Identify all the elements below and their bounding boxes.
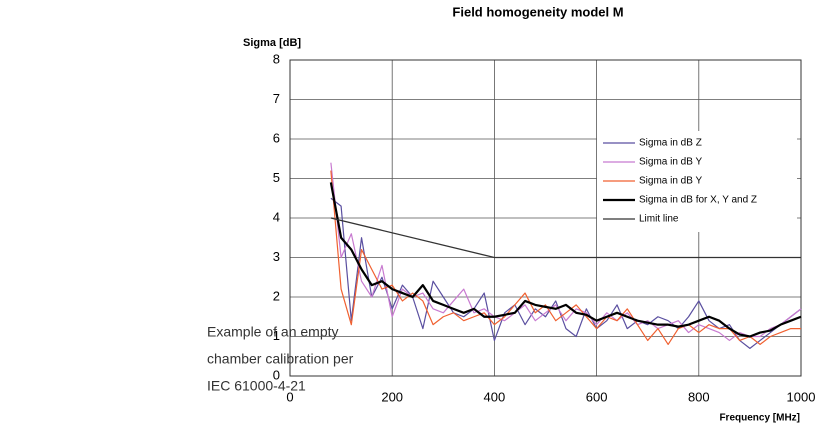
x-tick-label: 800 — [688, 389, 710, 404]
caption-line: IEC 61000-4-21 — [207, 378, 306, 394]
caption-line: Example of an empty — [207, 324, 339, 340]
series-line — [329, 182, 802, 338]
x-axis-label: Frequency [MHz] — [719, 413, 800, 424]
y-tick-label: 0 — [273, 367, 280, 382]
series-line — [330, 197, 802, 349]
legend-label: Limit line — [639, 214, 679, 225]
series-line — [330, 162, 802, 342]
series-line — [330, 217, 801, 259]
legend-label: Sigma in dB for X, Y and Z — [639, 195, 757, 206]
caption-line: chamber calibration per — [207, 351, 354, 367]
x-tick-label: 0 — [286, 389, 293, 404]
legend-label: Sigma in dB Y — [639, 157, 703, 168]
x-tick-label: 600 — [586, 389, 608, 404]
legend-label: Sigma in dB Z — [639, 138, 702, 149]
y-axis-label: Sigma [dB] — [243, 37, 301, 49]
y-tick-label: 2 — [273, 288, 280, 303]
x-tick-label: 400 — [484, 389, 506, 404]
y-tick-label: 6 — [273, 130, 280, 145]
x-tick-label: 1000 — [787, 389, 816, 404]
x-tick-label: 200 — [381, 389, 403, 404]
chart-title: Field homogeneity model M — [452, 4, 623, 19]
plot-frame — [289, 59, 802, 377]
y-tick-label: 8 — [273, 51, 280, 66]
y-tick-label: 4 — [273, 209, 280, 224]
y-tick-label: 7 — [273, 91, 280, 106]
y-tick-label: 3 — [273, 249, 280, 264]
y-tick-label: 1 — [273, 328, 280, 343]
legend-label: Sigma in dB Y — [639, 176, 703, 187]
y-tick-label: 5 — [273, 170, 280, 185]
